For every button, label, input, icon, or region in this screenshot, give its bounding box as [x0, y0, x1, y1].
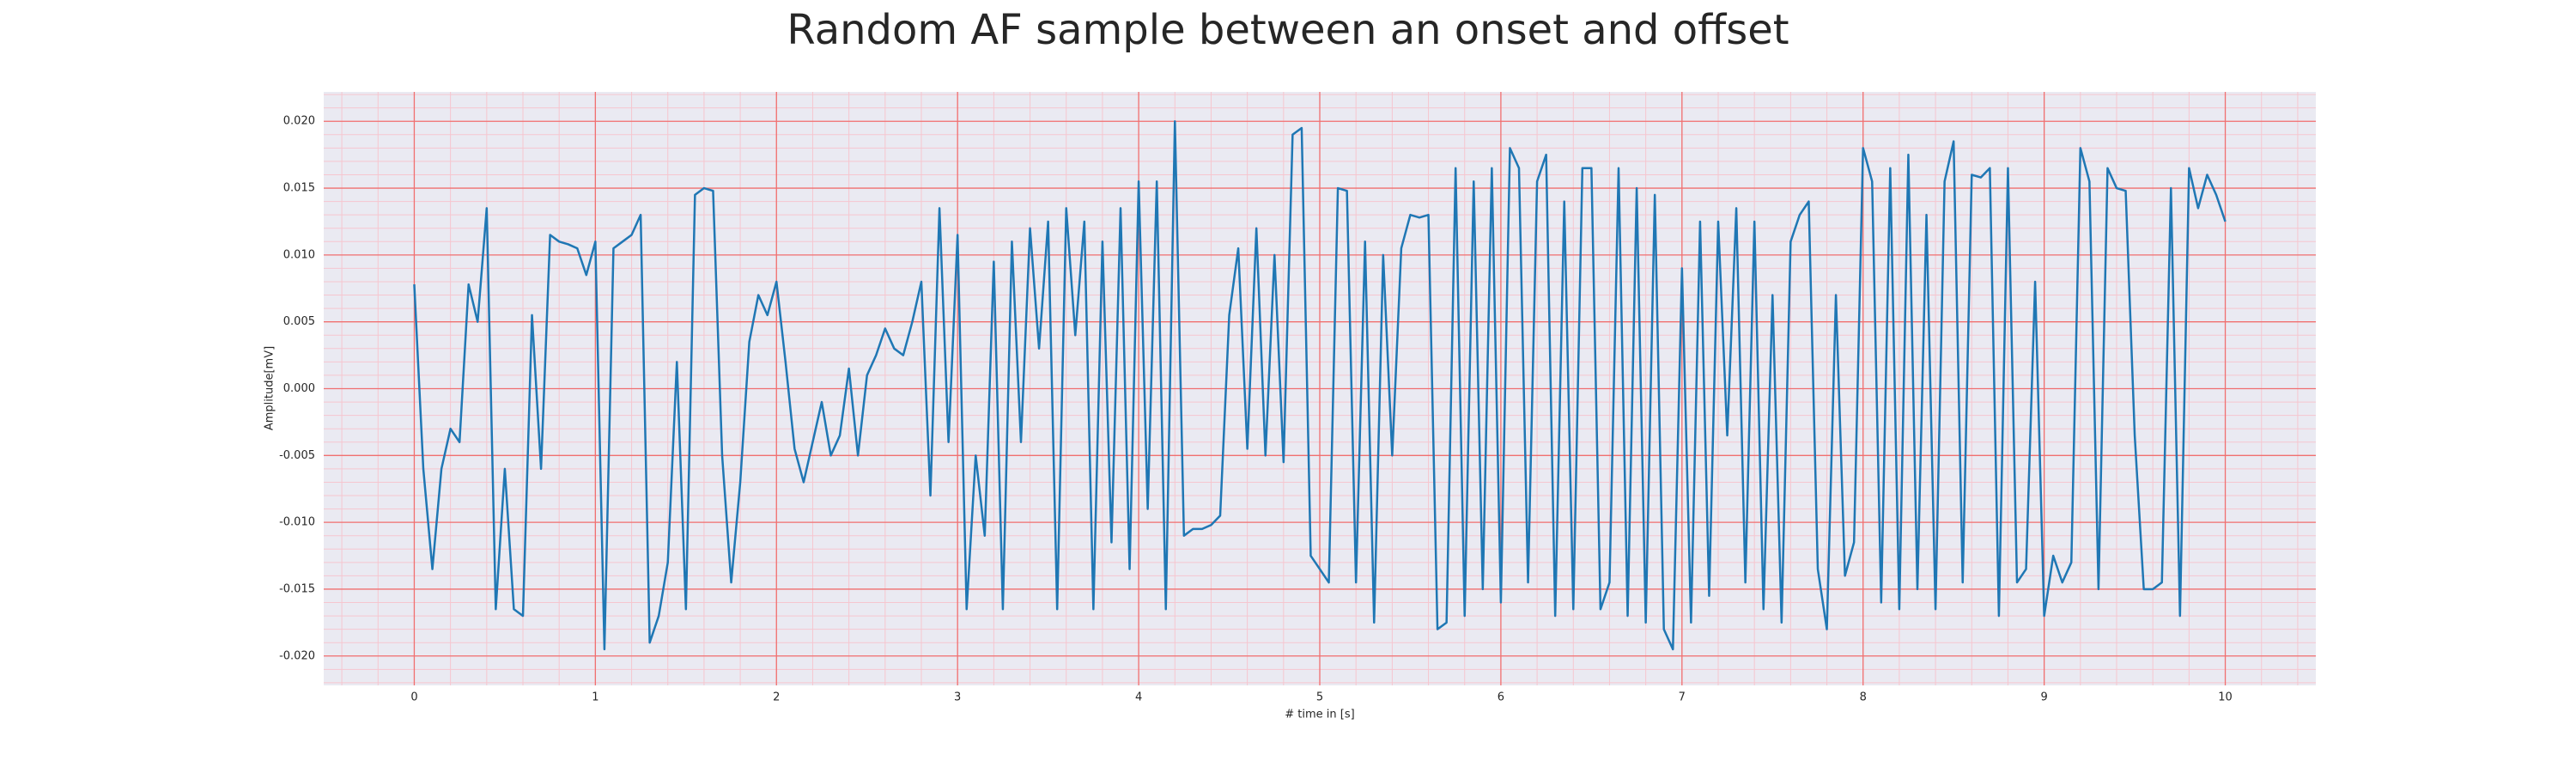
- marks: [413, 119, 2227, 651]
- x-tick-label: 2: [773, 691, 780, 704]
- x-tick-label: 7: [1679, 691, 1686, 704]
- y-tick-label: 0.005: [283, 315, 315, 328]
- x-tick-label: 10: [2218, 691, 2233, 704]
- y-tick-label: 0.020: [283, 115, 315, 128]
- x-tick-label: 6: [1498, 691, 1504, 704]
- y-tick-label: 0.010: [283, 248, 315, 261]
- x-tick-label: 9: [2040, 691, 2047, 704]
- x-tick-label: 5: [1316, 691, 1323, 704]
- x-tick-label: 3: [954, 691, 961, 704]
- x-tick-label: 4: [1135, 691, 1142, 704]
- y-axis-label: Amplitude[mV]: [264, 346, 276, 430]
- y-tick-label: 0.015: [283, 182, 315, 195]
- y-tick-label: -0.015: [279, 582, 315, 595]
- signal-line: [413, 119, 2227, 651]
- x-tick-label: 8: [1860, 691, 1867, 704]
- chart-title: Random AF sample between an onset and of…: [787, 6, 1789, 54]
- y-tick-label: -0.010: [279, 516, 315, 529]
- y-tick-label: -0.005: [279, 449, 315, 462]
- x-tick-label: 1: [592, 691, 598, 704]
- grid: [324, 92, 2316, 685]
- x-tick-label: 0: [410, 691, 417, 704]
- y-tick-label: -0.020: [279, 649, 315, 662]
- x-axis-label: # time in [s]: [1285, 709, 1354, 721]
- y-tick-label: 0.000: [283, 382, 315, 395]
